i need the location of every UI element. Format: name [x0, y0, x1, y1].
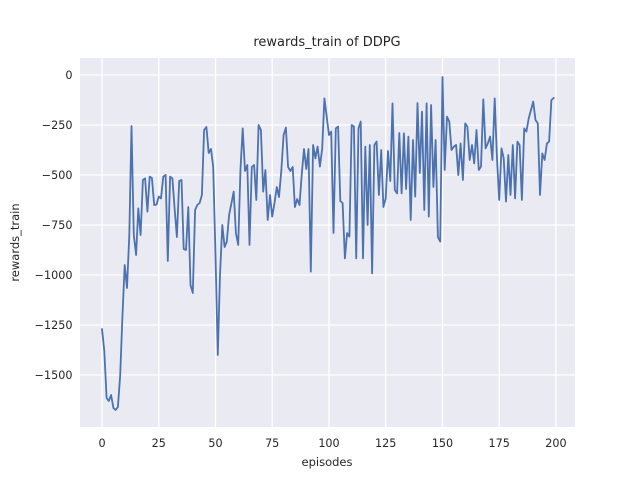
- y-tick-0: 0: [65, 69, 72, 82]
- x-tick-150: 150: [432, 437, 453, 450]
- chart-title: rewards_train of DDPG: [253, 35, 400, 50]
- x-tick-labels: 0 25 50 75 100 125 150 175 200: [98, 437, 566, 450]
- x-tick-50: 50: [208, 437, 222, 450]
- y-tick--1000: −1000: [35, 269, 73, 282]
- x-tick-200: 200: [545, 437, 566, 450]
- y-tick--750: −750: [42, 219, 73, 232]
- x-tick-175: 175: [489, 437, 510, 450]
- y-tick--1250: −1250: [35, 319, 73, 332]
- x-tick-0: 0: [98, 437, 105, 450]
- x-tick-75: 75: [265, 437, 279, 450]
- y-tick--1500: −1500: [35, 369, 73, 382]
- x-tick-125: 125: [375, 437, 396, 450]
- y-tick-labels: 0 −250 −500 −750 −1000 −1250 −1500: [35, 69, 73, 382]
- y-tick--500: −500: [42, 169, 73, 182]
- x-axis-label: episodes: [302, 455, 353, 469]
- y-tick--250: −250: [42, 119, 73, 132]
- series-line-rewards-train: [101, 76, 555, 411]
- y-axis-label: rewards_train: [8, 203, 22, 281]
- grid-lines: [80, 58, 575, 427]
- plot-background: [80, 58, 575, 427]
- x-tick-100: 100: [318, 437, 339, 450]
- x-tick-25: 25: [152, 437, 166, 450]
